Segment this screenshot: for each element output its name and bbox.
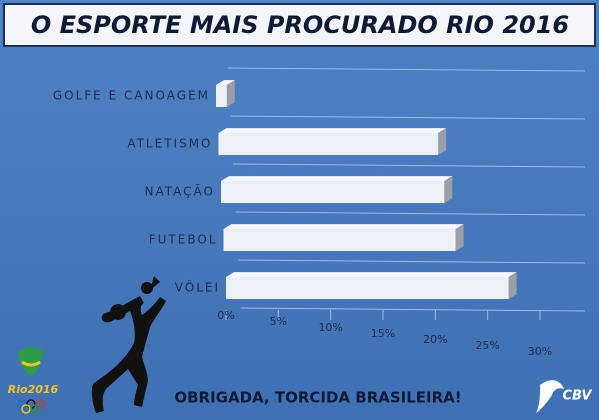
floor-line xyxy=(235,211,586,216)
cbv-logo: CBV xyxy=(536,380,592,413)
bar-side xyxy=(438,128,447,156)
x-tick-label: 30% xyxy=(528,345,552,358)
logo-text: Rio2016 xyxy=(8,383,59,396)
bar-top xyxy=(221,176,453,181)
bar-top xyxy=(216,80,235,85)
rio-logo: Rio2016 xyxy=(8,347,59,414)
bar-top xyxy=(218,128,447,133)
logo-text: CBV xyxy=(563,389,593,404)
bar xyxy=(218,132,439,156)
bar xyxy=(223,228,456,252)
y-tick-label: FUTEBOL xyxy=(149,233,218,247)
bar-side xyxy=(226,80,235,108)
bar xyxy=(226,276,509,300)
x-tick-label: 0% xyxy=(217,309,234,322)
floor-line xyxy=(230,115,586,120)
floor-line xyxy=(240,307,586,312)
floor-line xyxy=(232,163,586,168)
bar-top xyxy=(226,272,517,277)
bar-group xyxy=(216,80,235,108)
y-tick-label: VÔLEI xyxy=(175,280,220,295)
y-tick-label: GOLFE E CANOAGEM xyxy=(53,89,210,103)
x-tick-label: 25% xyxy=(475,339,499,352)
bar-top xyxy=(223,224,464,229)
footer: OBRIGADA, TORCIDA BRASILEIRA! xyxy=(174,389,461,407)
bar-group xyxy=(226,272,517,300)
y-tick-label: NATAÇÃO xyxy=(145,184,215,199)
x-tick-label: 15% xyxy=(371,327,395,340)
bar xyxy=(221,180,445,204)
title-box xyxy=(3,3,596,47)
bar-side xyxy=(455,224,464,252)
bar xyxy=(216,84,227,108)
x-tick-label: 20% xyxy=(423,333,447,346)
bar-side xyxy=(444,176,453,204)
bar-group xyxy=(218,128,447,156)
bar-group xyxy=(221,176,453,204)
bar-group xyxy=(223,224,464,252)
bar-side xyxy=(508,272,517,300)
ball xyxy=(141,282,153,294)
y-tick-label: ATLETISMO xyxy=(127,137,212,151)
player-silhouette xyxy=(91,276,166,413)
floor-line xyxy=(227,67,586,72)
x-tick-label: 5% xyxy=(270,315,287,328)
x-tick-label: 10% xyxy=(318,321,342,334)
chart-title: O ESPORTE MAIS PROCURADO RIO 2016 xyxy=(31,11,569,39)
floor-line xyxy=(237,259,586,264)
